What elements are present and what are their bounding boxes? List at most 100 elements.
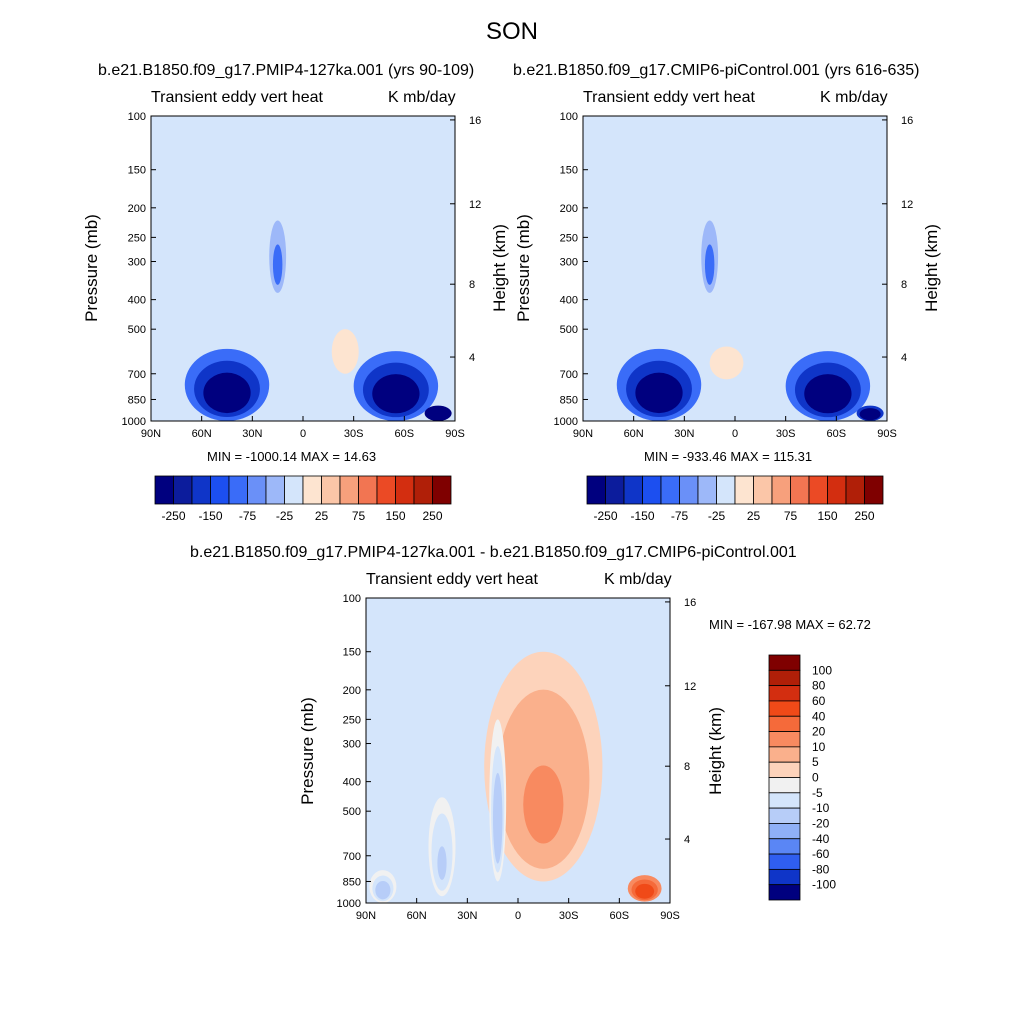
y-tick-label: 400 [343, 777, 361, 789]
y-tick-label: 150 [128, 165, 146, 177]
colorbar-cell [768, 685, 801, 702]
y-right-tick-label: 16 [684, 597, 696, 609]
contour-feature-1 [813, 385, 843, 410]
y-tick-label: 200 [560, 203, 578, 215]
colorbar-label: 150 [385, 509, 405, 523]
colorbar-label: -75 [671, 509, 689, 523]
colorbar-cell [768, 792, 801, 809]
colorbar-label: -150 [630, 509, 654, 523]
y-right-tick-label: 8 [684, 761, 690, 773]
figure-title: SON [485, 18, 538, 45]
colorbar-cell [768, 761, 801, 778]
colorbar-cell [768, 853, 801, 870]
x-tick-label: 30N [457, 910, 477, 922]
x-tick-label: 30N [674, 428, 694, 440]
colorbar-cell [864, 475, 884, 505]
contour-feature-2 [433, 413, 443, 419]
colorbar-label: 60 [812, 694, 826, 708]
y-right-tick-label: 12 [901, 199, 913, 211]
y-tick-label: 250 [343, 714, 361, 726]
panel3-stats: MIN = -167.98 MAX = 62.72 [709, 617, 871, 632]
y-tick-label: 1000 [554, 416, 578, 428]
contour-feature-3 [706, 256, 713, 281]
y-tick-label: 150 [343, 647, 361, 659]
colorbar-label: -150 [198, 509, 222, 523]
colorbar-cell [432, 475, 452, 505]
y-tick-label: 300 [128, 257, 146, 269]
colorbar-label: -40 [812, 832, 830, 846]
panel1-right-subtitle: K mb/day [388, 89, 456, 106]
y-tick-label: 150 [560, 165, 578, 177]
colorbar-label: -100 [812, 878, 836, 892]
colorbar-label: -250 [593, 509, 617, 523]
y-tick-label: 200 [128, 203, 146, 215]
y-tick-label: 100 [560, 111, 578, 123]
colorbar-cell [768, 700, 801, 717]
colorbar-label: 40 [812, 709, 826, 723]
contour-feature-3 [494, 799, 501, 855]
colorbar-label: 10 [812, 740, 826, 754]
colorbar-label: 20 [812, 725, 826, 739]
y-tick-label: 300 [560, 257, 578, 269]
x-tick-label: 60S [610, 910, 630, 922]
x-tick-label: 30S [559, 910, 579, 922]
x-tick-label: 60S [395, 428, 415, 440]
y-right-tick-label: 16 [901, 115, 913, 127]
x-tick-label: 60N [624, 428, 644, 440]
x-tick-label: 90S [877, 428, 897, 440]
contour-feature-1 [381, 385, 411, 410]
y-tick-label: 300 [343, 739, 361, 751]
colorbar-label: -10 [812, 801, 830, 815]
y-tick-label: 200 [343, 685, 361, 697]
x-tick-label: 0 [732, 428, 738, 440]
colorbar-label: 25 [315, 509, 329, 523]
y-tick-label: 250 [560, 232, 578, 244]
x-tick-label: 60N [407, 910, 427, 922]
x-tick-label: 60N [192, 428, 212, 440]
panel1-title: b.e21.B1850.f09_g17.PMIP4-127ka.001 (yrs… [98, 62, 475, 79]
panel2-stats: MIN = -933.46 MAX = 115.31 [644, 449, 813, 464]
y-tick-label: 1000 [337, 898, 361, 910]
panel2-right-subtitle: K mb/day [820, 89, 888, 106]
colorbar-cell [768, 731, 801, 748]
y-tick-label: 1000 [122, 416, 146, 428]
x-tick-label: 60S [827, 428, 847, 440]
colorbar-label: -75 [239, 509, 257, 523]
colorbar-label: 25 [747, 509, 761, 523]
y-right-tick-label: 12 [684, 681, 696, 693]
panel1-stats: MIN = -1000.14 MAX = 14.63 [207, 449, 377, 464]
y-right-tick-label: 4 [684, 834, 690, 846]
contour-feature-0 [644, 384, 674, 410]
x-tick-label: 90N [356, 910, 376, 922]
x-tick-label: 0 [515, 910, 521, 922]
y-right-tick-label: 4 [469, 352, 475, 364]
y-tick-label: 400 [128, 295, 146, 307]
colorbar-label: -80 [812, 862, 830, 876]
y-tick-label: 250 [128, 232, 146, 244]
panel2-left-subtitle: Transient eddy vert heat [583, 89, 755, 106]
y-right-tick-label: 4 [901, 352, 907, 364]
colorbar-label: -25 [708, 509, 726, 523]
colorbar-cell [768, 868, 801, 886]
contour-feature-4 [720, 362, 733, 374]
colorbar-label: -20 [812, 816, 830, 830]
y-tick-label: 100 [128, 111, 146, 123]
y-tick-label: 850 [560, 394, 578, 406]
y-tick-label: 500 [128, 324, 146, 336]
contour-feature-3 [274, 256, 281, 281]
contour-feature-2 [865, 413, 875, 419]
contour-feature-0 [212, 384, 242, 410]
colorbar-cell [768, 669, 801, 687]
colorbar-label: 75 [784, 509, 798, 523]
x-tick-label: 90S [660, 910, 680, 922]
x-tick-label: 90N [573, 428, 593, 440]
x-tick-label: 30S [344, 428, 364, 440]
colorbar-label: 80 [812, 679, 826, 693]
colorbar-cell [768, 715, 801, 732]
colorbar-label: 5 [812, 755, 819, 769]
colorbar-label: -60 [812, 847, 830, 861]
colorbar-label: -25 [276, 509, 294, 523]
x-tick-label: 30N [242, 428, 262, 440]
